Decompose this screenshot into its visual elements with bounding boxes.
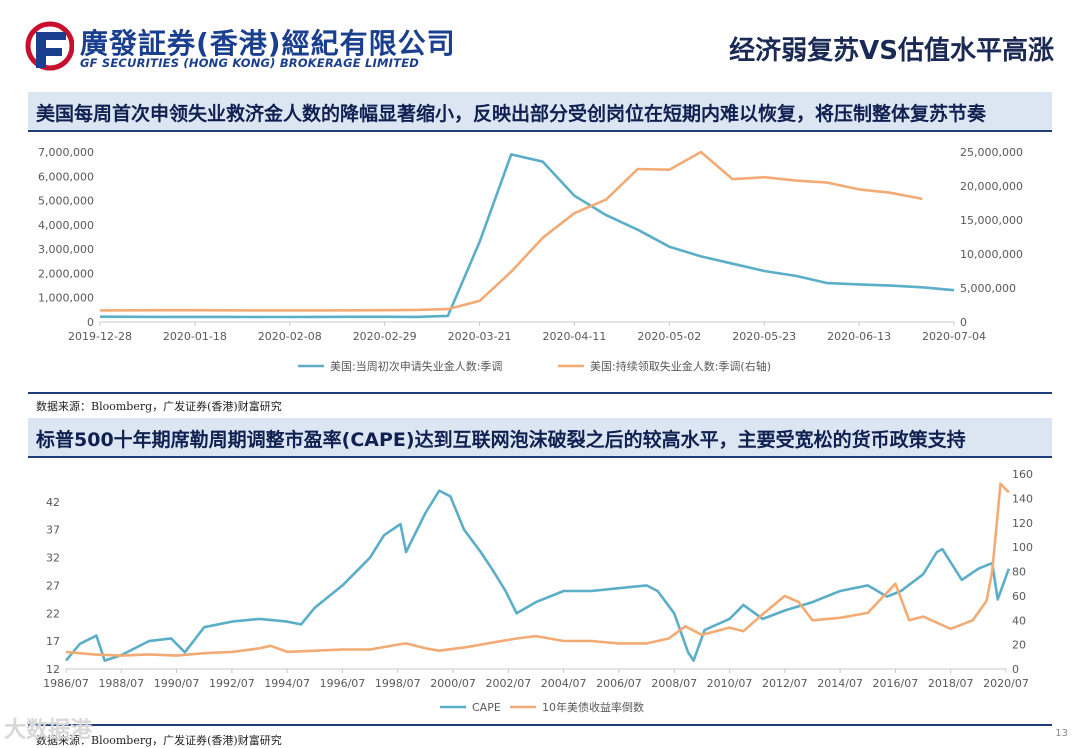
x-tick-label: 1998/07 <box>375 677 421 690</box>
x-tick-label: 1986/07 <box>43 677 89 690</box>
x-tick-label: 2020-07-04 <box>922 330 986 343</box>
y-right-tick-label: 160 <box>1012 468 1033 481</box>
y-left-tick-label: 5,000,000 <box>38 195 94 208</box>
gf-logo-icon <box>25 21 74 71</box>
y-left-tick-label: 42 <box>46 496 60 509</box>
legend-label-1: CAPE <box>472 701 501 714</box>
x-tick-label: 2020-01-18 <box>163 330 227 343</box>
page-header: 廣發証券(香港)經紀有限公司 GF SECURITIES (HONG KONG)… <box>0 0 1080 88</box>
y-right-tick-label: 5,000,000 <box>960 282 1016 295</box>
watermark: 大数据港 <box>4 718 93 743</box>
y-right-tick-label: 20 <box>1012 639 1026 652</box>
section1-title: 美国每周首次申领失业救济金人数的降幅显著缩小，反映出部分受创岗位在短期内难以恢复… <box>36 103 987 125</box>
company-name-en: GF SECURITIES (HONG KONG) BROKERAGE LIMI… <box>80 56 420 70</box>
x-tick-label: 2020/07 <box>983 677 1029 690</box>
cape-chart: 12 17 22 27 32 37 42 0 20 40 60 80 100 120 140 160 1986/… <box>43 468 1033 714</box>
x-tick-label: 2008/07 <box>651 677 697 690</box>
x-tick-label: 1990/07 <box>154 677 200 690</box>
x-tick-label: 1992/07 <box>209 677 255 690</box>
series-line-1 <box>64 489 1011 662</box>
y-right-tick-label: 0 <box>960 316 967 329</box>
y-right-tick-label: 10,000,000 <box>960 248 1023 261</box>
legend-label-2: 10年美债收益率倒数 <box>542 700 644 714</box>
x-tick-label: 1996/07 <box>320 677 366 690</box>
y-left-tick-label: 17 <box>46 635 60 648</box>
y-left-tick-label: 4,000,000 <box>38 219 94 232</box>
y-left-tick-label: 37 <box>46 524 60 537</box>
x-tick-label: 2004/07 <box>541 677 587 690</box>
x-tick-label: 2016/07 <box>873 677 919 690</box>
y-right-tick-label: 100 <box>1012 541 1033 554</box>
section2-source: 数据来源：Bloomberg，广发证券(香港)财富研究 <box>36 734 282 747</box>
series-line-2 <box>65 482 1010 657</box>
x-tick-label: 2002/07 <box>486 677 532 690</box>
x-tick-label: 2020-04-11 <box>542 330 606 343</box>
section2-title-bar: 标普500十年期席勒周期调整市盈率(CAPE)达到互联网泡沫破裂之后的较高水平，… <box>28 418 1052 458</box>
x-tick-label: 2010/07 <box>707 677 753 690</box>
x-tick-label: 1994/07 <box>264 677 310 690</box>
y-left-tick-label: 0 <box>87 316 94 329</box>
y-right-tick-label: 60 <box>1012 590 1026 603</box>
legend-label-2: 美国:持续领取失业金人数:季调(右轴) <box>590 359 771 373</box>
x-tick-label: 2014/07 <box>817 677 863 690</box>
x-tick-label: 1988/07 <box>98 677 144 690</box>
x-tick-label: 2012/07 <box>762 677 808 690</box>
y-right-tick-label: 15,000,000 <box>960 214 1023 227</box>
y-left-tick-label: 32 <box>46 552 60 565</box>
x-tick-label: 2020-06-13 <box>827 330 891 343</box>
x-tick-label: 2020-03-21 <box>448 330 512 343</box>
y-right-tick-label: 20,000,000 <box>960 180 1023 193</box>
x-tick-label: 2020-05-23 <box>732 330 796 343</box>
y-left-tick-label: 3,000,000 <box>38 243 94 256</box>
y-left-tick-label: 2,000,000 <box>38 267 94 280</box>
y-left-tick-label: 7,000,000 <box>38 146 94 159</box>
section1-divider <box>28 392 1052 394</box>
x-tick-label: 2020-05-02 <box>637 330 701 343</box>
y-left-tick-label: 1,000,000 <box>38 292 94 305</box>
section2-title: 标普500十年期席勒周期调整市盈率(CAPE)达到互联网泡沫破裂之后的较高水平，… <box>36 429 966 451</box>
y-right-tick-label: 25,000,000 <box>960 146 1023 159</box>
y-right-tick-label: 140 <box>1012 492 1033 505</box>
x-tick-label: 2006/07 <box>596 677 642 690</box>
y-left-tick-label: 12 <box>46 663 60 676</box>
x-tick-label: 2018/07 <box>928 677 974 690</box>
x-tick-label: 2020-02-29 <box>353 330 417 343</box>
y-left-tick-label: 27 <box>46 579 60 592</box>
legend-label-1: 美国:当周初次申请失业金人数:季调 <box>330 359 502 373</box>
section1-title-bar: 美国每周首次申领失业救济金人数的降幅显著缩小，反映出部分受创岗位在短期内难以恢复… <box>28 92 1052 132</box>
series-line-2 <box>99 150 923 312</box>
y-right-tick-label: 120 <box>1012 517 1033 530</box>
series-line-1 <box>99 153 955 319</box>
y-right-tick-label: 0 <box>1012 663 1019 676</box>
section2-divider <box>28 724 1052 726</box>
x-tick-label: 2019-12-28 <box>68 330 132 343</box>
unemployment-claims-chart: 0 1,000,000 2,000,000 3,000,000 4,000,000 5,0… <box>38 146 1023 373</box>
y-right-tick-label: 40 <box>1012 614 1026 627</box>
x-tick-label: 2000/07 <box>430 677 476 690</box>
y-right-tick-label: 80 <box>1012 566 1026 579</box>
x-tick-label: 2020-02-08 <box>258 330 322 343</box>
y-left-tick-label: 22 <box>46 607 60 620</box>
page-title: 经济弱复苏VS估值水平高涨 <box>729 36 1054 66</box>
page-number: 13 <box>1055 728 1068 739</box>
company-name-cn: 廣發証券(香港)經紀有限公司 <box>80 27 456 60</box>
y-left-tick-label: 6,000,000 <box>38 170 94 183</box>
section1-source: 数据来源：Bloomberg，广发证券(香港)财富研究 <box>36 400 282 413</box>
